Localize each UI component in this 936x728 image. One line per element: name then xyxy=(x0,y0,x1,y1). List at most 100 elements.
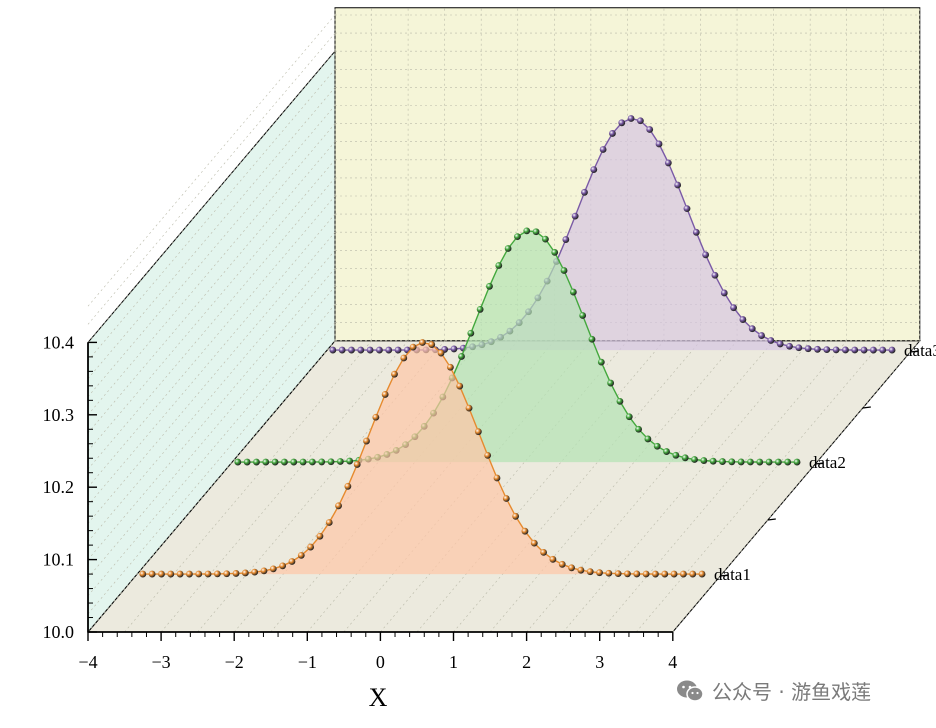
z-tick-label: 10.3 xyxy=(43,405,75,425)
data-point xyxy=(476,306,484,313)
data-point xyxy=(795,344,803,352)
floor-grid-line xyxy=(124,340,372,633)
data-point xyxy=(213,570,221,578)
data-point xyxy=(409,343,417,351)
data-point xyxy=(655,140,663,148)
data-point xyxy=(456,382,464,390)
data-point xyxy=(597,358,605,366)
data-point xyxy=(484,452,492,459)
data-point xyxy=(372,413,380,421)
data-point xyxy=(366,346,374,354)
x-tick-label: 3 xyxy=(595,652,604,672)
data-point xyxy=(692,228,700,236)
data-point xyxy=(363,437,370,445)
data-point xyxy=(308,458,316,466)
floor-grid-line xyxy=(489,340,738,633)
side-wall-grid-line xyxy=(87,195,336,488)
side-wall-grid-line xyxy=(87,69,336,361)
data-point xyxy=(504,245,512,252)
data-point xyxy=(596,569,603,577)
data-point xyxy=(774,458,782,466)
data-point xyxy=(879,346,887,354)
x-tick-label: 4 xyxy=(668,652,677,672)
series-label-data1: data1 xyxy=(714,565,751,584)
data-point xyxy=(832,346,840,354)
data-point xyxy=(609,130,616,137)
side-wall-grid-line xyxy=(87,123,336,415)
floor-grid-line xyxy=(526,340,774,633)
data-point xyxy=(158,570,165,578)
data-point xyxy=(683,205,691,213)
data-point xyxy=(709,457,717,465)
data-point xyxy=(325,519,333,526)
data-point xyxy=(348,346,355,354)
side-wall-grid-line xyxy=(87,177,336,470)
data-point xyxy=(290,458,298,466)
data-point xyxy=(353,461,361,468)
data-point xyxy=(719,458,726,465)
wechat-icon xyxy=(677,680,704,702)
data-point xyxy=(288,558,296,565)
series-data1: data1 xyxy=(139,339,751,584)
data-point xyxy=(804,345,812,353)
data-point xyxy=(437,349,445,357)
data-point xyxy=(579,312,587,319)
data-point xyxy=(450,345,458,353)
data-point xyxy=(635,425,642,433)
data-point xyxy=(376,346,383,354)
data-point xyxy=(474,428,482,436)
floor-grid-line xyxy=(197,340,445,633)
data-point xyxy=(338,346,346,354)
data-point xyxy=(674,181,682,189)
data-point xyxy=(176,570,184,578)
x-tick-label: −2 xyxy=(225,652,244,672)
data-point xyxy=(269,565,277,573)
data-point xyxy=(385,346,393,354)
data-point xyxy=(625,413,633,421)
data-point xyxy=(329,346,337,354)
data-point xyxy=(586,568,594,576)
data-point xyxy=(633,570,641,578)
data-point xyxy=(486,282,493,290)
data-point xyxy=(786,342,793,350)
floor-grid-line xyxy=(453,340,701,633)
data-point xyxy=(776,340,784,348)
data-point xyxy=(243,458,251,466)
data-point xyxy=(670,570,678,578)
side-wall-grid-line xyxy=(87,286,336,578)
data-point xyxy=(569,288,577,296)
data-point xyxy=(297,551,305,559)
data-point xyxy=(562,236,570,243)
side-wall-grid-line xyxy=(87,213,336,506)
data-point xyxy=(730,304,737,312)
data-point xyxy=(148,570,156,578)
x-tick-label: −3 xyxy=(152,652,171,672)
data-point xyxy=(664,159,672,167)
data-point xyxy=(260,567,268,575)
data-point xyxy=(599,146,607,153)
data-point xyxy=(560,267,568,274)
x-tick-label: 1 xyxy=(449,652,458,672)
data-point xyxy=(739,316,747,323)
series-area-fill xyxy=(142,342,703,575)
x-tick-label: −4 xyxy=(78,652,97,672)
side-wall-grid-line xyxy=(87,232,336,524)
floor-grid-line xyxy=(160,340,409,633)
side-wall-grid-line xyxy=(87,105,336,397)
data-point xyxy=(748,325,756,333)
data-point xyxy=(842,346,849,354)
data-point xyxy=(588,335,596,343)
data-point xyxy=(691,456,698,463)
x-axis-title: X xyxy=(369,683,388,712)
data-point xyxy=(139,570,147,578)
data-point xyxy=(346,457,354,465)
data-point xyxy=(514,233,521,241)
data-point xyxy=(234,458,242,466)
data-point xyxy=(400,354,408,362)
data-point xyxy=(381,391,389,398)
data-point xyxy=(465,404,473,412)
chart-series-layer: data3 data2 data1 xyxy=(139,115,936,584)
data-point xyxy=(758,332,765,339)
data-point xyxy=(737,458,745,466)
depth-tick xyxy=(910,350,919,353)
